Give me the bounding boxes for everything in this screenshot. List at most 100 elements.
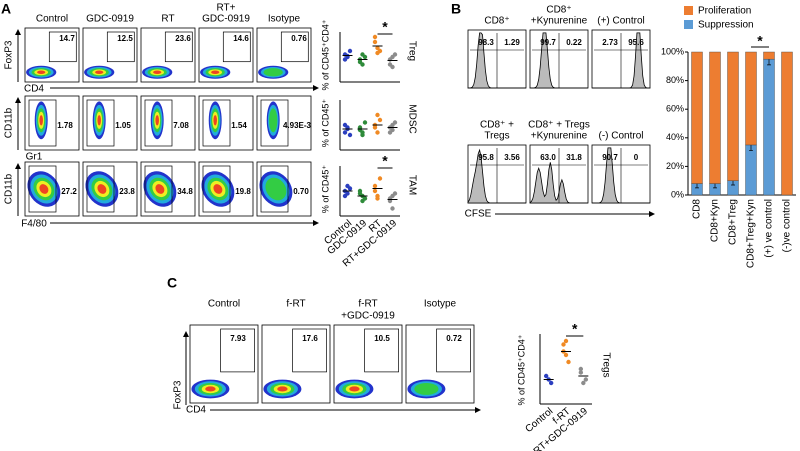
density-contour: [263, 68, 283, 77]
dot: [342, 130, 348, 135]
column-header: +GDC-0919: [341, 311, 395, 322]
dot: [342, 122, 348, 128]
y-axis-label: CD11b: [4, 173, 15, 204]
column-header: f-RT: [286, 299, 305, 310]
column-header: Isotype: [424, 299, 457, 310]
population-label: TAM: [406, 175, 417, 195]
dot: [372, 125, 378, 130]
x-tick-label: CD8+Treg: [728, 199, 739, 245]
bar-segment: [745, 144, 757, 196]
legend-label: Proliferation: [698, 6, 751, 17]
y-axis-label: CD11b: [4, 107, 15, 138]
dot: [347, 48, 353, 54]
gate: [86, 99, 115, 147]
gate-value: 63.0: [540, 153, 556, 162]
density-contour: [277, 386, 288, 392]
dot: [390, 193, 395, 199]
dot: [387, 130, 393, 135]
dot: [387, 62, 393, 67]
bar-segment: [763, 58, 775, 196]
column-header: Control: [36, 14, 68, 25]
density-contour: [153, 70, 162, 75]
gate: [202, 99, 231, 147]
gate: [292, 328, 327, 373]
gate-value: 95.6: [628, 38, 644, 47]
y-axis-label: FoxP3: [4, 40, 15, 69]
gate: [222, 31, 251, 63]
y-tick-label: 80%: [666, 75, 684, 85]
gate-value: 1.29: [504, 38, 520, 47]
dot: [372, 39, 378, 45]
x-tick-label: (+) ve control: [764, 199, 775, 258]
gate-value: 90.7: [602, 153, 618, 162]
gate-value: 14.7: [59, 34, 75, 43]
column-header: Isotype: [268, 14, 301, 25]
density-contour: [97, 184, 107, 194]
bar-segment: [763, 51, 775, 60]
y-axis-label: % of CD45⁺: [320, 165, 330, 214]
dot: [390, 206, 395, 211]
dot: [566, 359, 571, 365]
histogram: [592, 32, 651, 89]
gate-value: 4.93E-3: [283, 121, 312, 130]
dot: [357, 59, 363, 65]
density-contour: [95, 70, 104, 75]
dot: [578, 370, 584, 375]
x-tick-label: Control: [524, 406, 556, 435]
gate-value: 99.7: [540, 38, 556, 47]
column-header: Control: [208, 299, 240, 310]
gate-value: 1.05: [115, 121, 131, 130]
density-contour: [349, 386, 360, 392]
y-tick-label: 20%: [666, 161, 684, 171]
density-contour: [265, 177, 287, 201]
x-axis-label: CD4: [24, 84, 44, 95]
dot: [375, 112, 380, 118]
y-tick-label: 40%: [666, 132, 684, 142]
y-tick-label: 0%: [671, 189, 684, 199]
x-axis-label: Gr1: [26, 152, 43, 163]
gate-value: 27.2: [61, 187, 77, 196]
dot: [375, 45, 380, 51]
gate-value: 19.8: [235, 187, 251, 196]
gate-value: 3.56: [504, 153, 520, 162]
x-tick-label: CD8+Treg+Kyn: [746, 199, 757, 268]
gate-value: 95.8: [478, 153, 494, 162]
gate-value: 34.8: [177, 187, 193, 196]
gate-value: 7.08: [173, 121, 189, 130]
dot: [578, 366, 584, 372]
gate-value: 98.3: [478, 38, 494, 47]
dot: [548, 380, 554, 386]
y-axis-label: FoxP3: [173, 380, 184, 409]
gate: [144, 165, 173, 213]
gate-value: 14.6: [233, 34, 249, 43]
dot: [543, 373, 549, 379]
bar-segment: [745, 51, 757, 146]
plot-title: CD8⁺: [484, 16, 509, 27]
density-contour: [39, 115, 43, 126]
dot: [372, 188, 378, 194]
y-tick-label: 60%: [666, 104, 684, 114]
dot: [375, 130, 380, 135]
y-tick-label: 100%: [661, 46, 684, 56]
gate-value: 23.8: [119, 187, 135, 196]
dot: [360, 130, 365, 135]
density-contour: [213, 115, 217, 126]
column-header: RT: [161, 14, 174, 25]
density-contour: [205, 386, 216, 392]
gate: [28, 165, 57, 213]
density-contour: [155, 115, 159, 126]
dot: [563, 338, 569, 344]
plot-title: +Kynurenine: [531, 16, 588, 27]
density-contour: [37, 70, 46, 75]
y-axis-label: % of CD45⁺CD4⁺: [516, 334, 526, 405]
legend-label: Suppression: [698, 20, 754, 31]
dot: [390, 54, 395, 60]
flow-plot: [256, 95, 312, 151]
gate-value: 10.5: [374, 334, 390, 343]
x-tick-label: CD8: [692, 199, 703, 219]
gate: [106, 31, 135, 63]
dot: [377, 117, 383, 123]
gate: [202, 165, 231, 213]
x-tick-label: (-)ve control: [782, 199, 793, 252]
